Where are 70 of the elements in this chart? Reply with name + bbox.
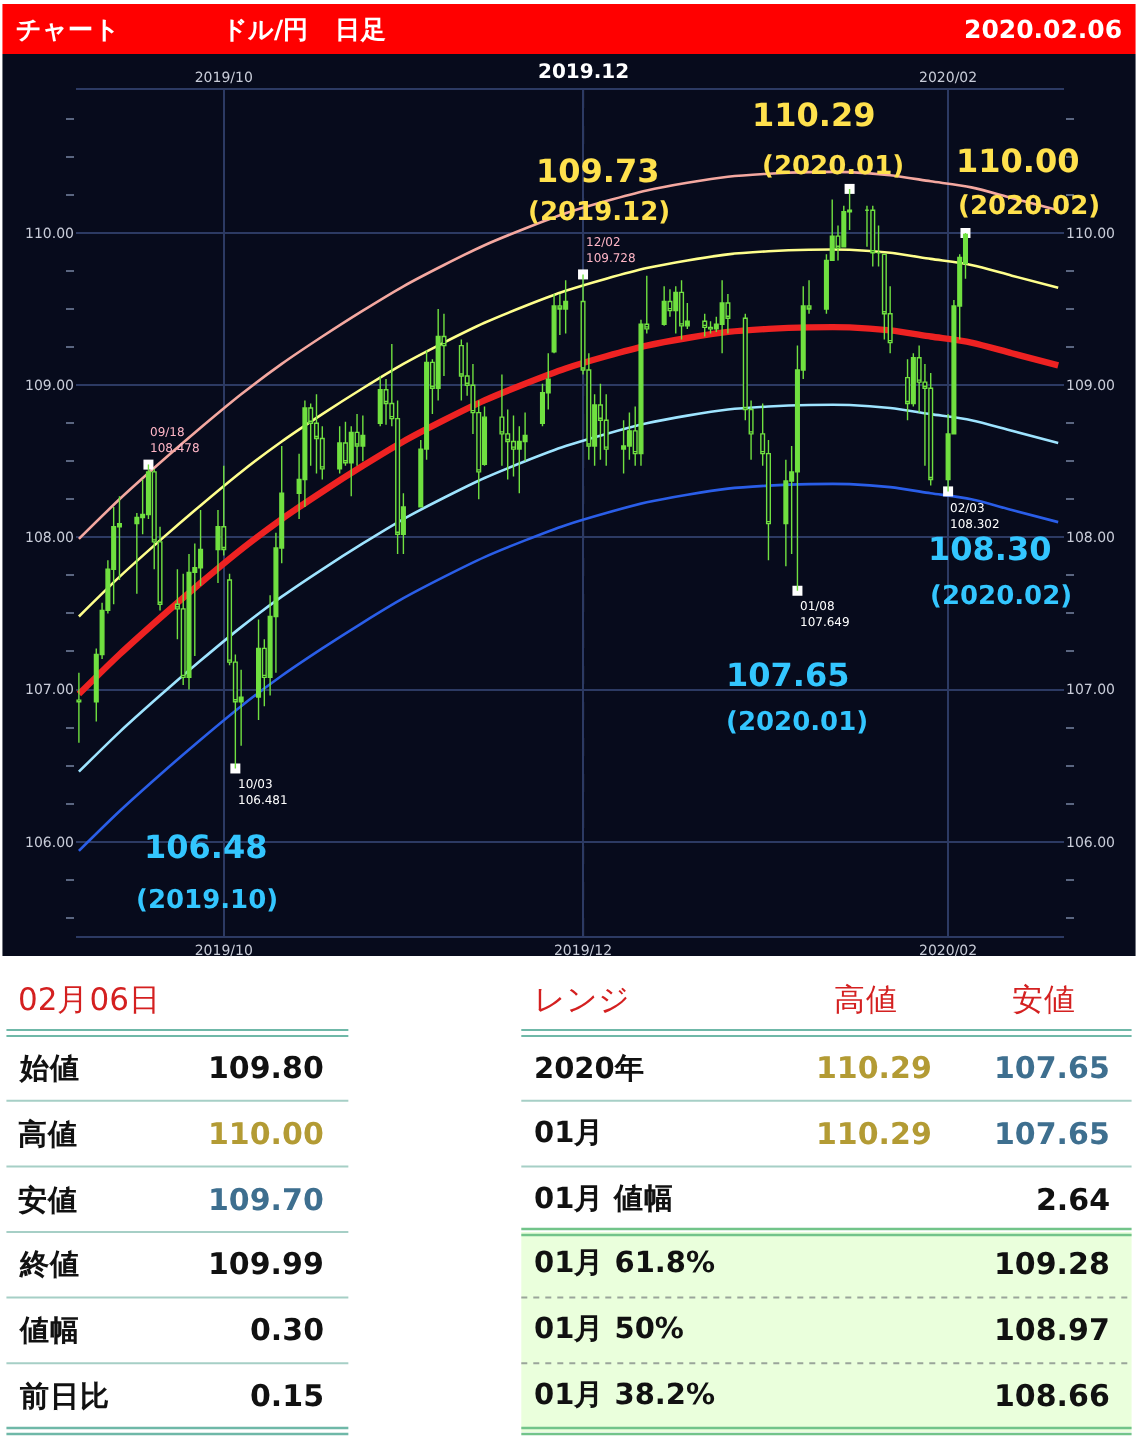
candlestick [360, 414, 366, 462]
annotation: 110.00 [956, 142, 1080, 180]
candlestick [337, 425, 343, 475]
candlestick [377, 375, 383, 427]
data-label: 109.80 [208, 1050, 324, 1086]
candlestick [928, 372, 934, 487]
point [844, 183, 855, 194]
candlestick [905, 358, 911, 421]
category-label: 前日比 [18, 1380, 110, 1414]
candlestick [551, 293, 557, 354]
data-label: 108.66 [994, 1378, 1110, 1414]
candlestick [702, 312, 708, 338]
candlestick [708, 320, 714, 335]
point [578, 269, 589, 280]
point [792, 585, 803, 596]
data-label: 0.15 [250, 1378, 325, 1414]
category-label: 始値 [18, 1052, 80, 1086]
annotation: (2019.10) [136, 886, 279, 916]
annotation: 108.30 [928, 530, 1052, 568]
category-label: 01月 61.8% [534, 1248, 716, 1280]
point [143, 459, 154, 470]
candlestick [313, 393, 319, 475]
chart-title: チャート [16, 14, 120, 44]
candlestick [621, 419, 627, 475]
chart-subtitle: ドル/円 日足 [222, 14, 388, 44]
annotation: 109.73 [536, 152, 660, 190]
data-label: 0.30 [250, 1312, 325, 1348]
point [230, 763, 241, 774]
data-label: 2.64 [1036, 1182, 1111, 1218]
category-label: 01月 38.2% [534, 1380, 716, 1412]
annotation: 107.65 [726, 656, 850, 694]
candlestick [673, 285, 679, 335]
candlestick [679, 279, 685, 341]
data-label: 109.70 [208, 1182, 324, 1218]
annotation: (2020.02) [958, 192, 1101, 222]
candlestick [256, 618, 262, 721]
data-label: 109.28 [994, 1246, 1110, 1282]
text: 02月06日 [18, 982, 161, 1018]
text: 高値 [834, 982, 898, 1018]
category-label: 終値 [18, 1248, 80, 1282]
category-label: 01月 50% [534, 1314, 685, 1346]
ref-line-label: 2019.12 [538, 62, 630, 84]
text: レンジ [534, 982, 630, 1018]
category-label: 01月 値幅 [534, 1182, 675, 1216]
category-label: 安値 [18, 1182, 78, 1218]
category-label: 2020年 [534, 1052, 645, 1086]
annotation: (2020.01) [726, 708, 869, 738]
data-label: 108.97 [994, 1312, 1110, 1348]
data-label: 110.29 [816, 1050, 932, 1086]
data-label: 110.00 [208, 1116, 324, 1152]
candlestick [719, 279, 725, 354]
data-label: 107.65 [994, 1050, 1110, 1086]
annotation: 106.48 [144, 828, 268, 866]
data-label: 110.29 [816, 1116, 932, 1152]
text: 安値 [1012, 982, 1076, 1018]
point [943, 486, 954, 497]
candlestick [563, 279, 569, 335]
candlestick [661, 285, 667, 327]
text: 2020.02.06 [964, 14, 1123, 44]
annotation: (2020.02) [930, 582, 1073, 612]
data-label: 107.65 [994, 1116, 1110, 1152]
candlestick [870, 204, 876, 268]
candlestick [76, 672, 82, 744]
candlestick [458, 338, 464, 402]
category-label: 高値 [18, 1116, 78, 1152]
annotation: 110.29 [752, 96, 876, 134]
candlestick [597, 382, 603, 461]
data-label: 109.99 [208, 1246, 324, 1282]
category-label: 01月 [534, 1118, 605, 1150]
category-label: 値幅 [18, 1314, 80, 1348]
